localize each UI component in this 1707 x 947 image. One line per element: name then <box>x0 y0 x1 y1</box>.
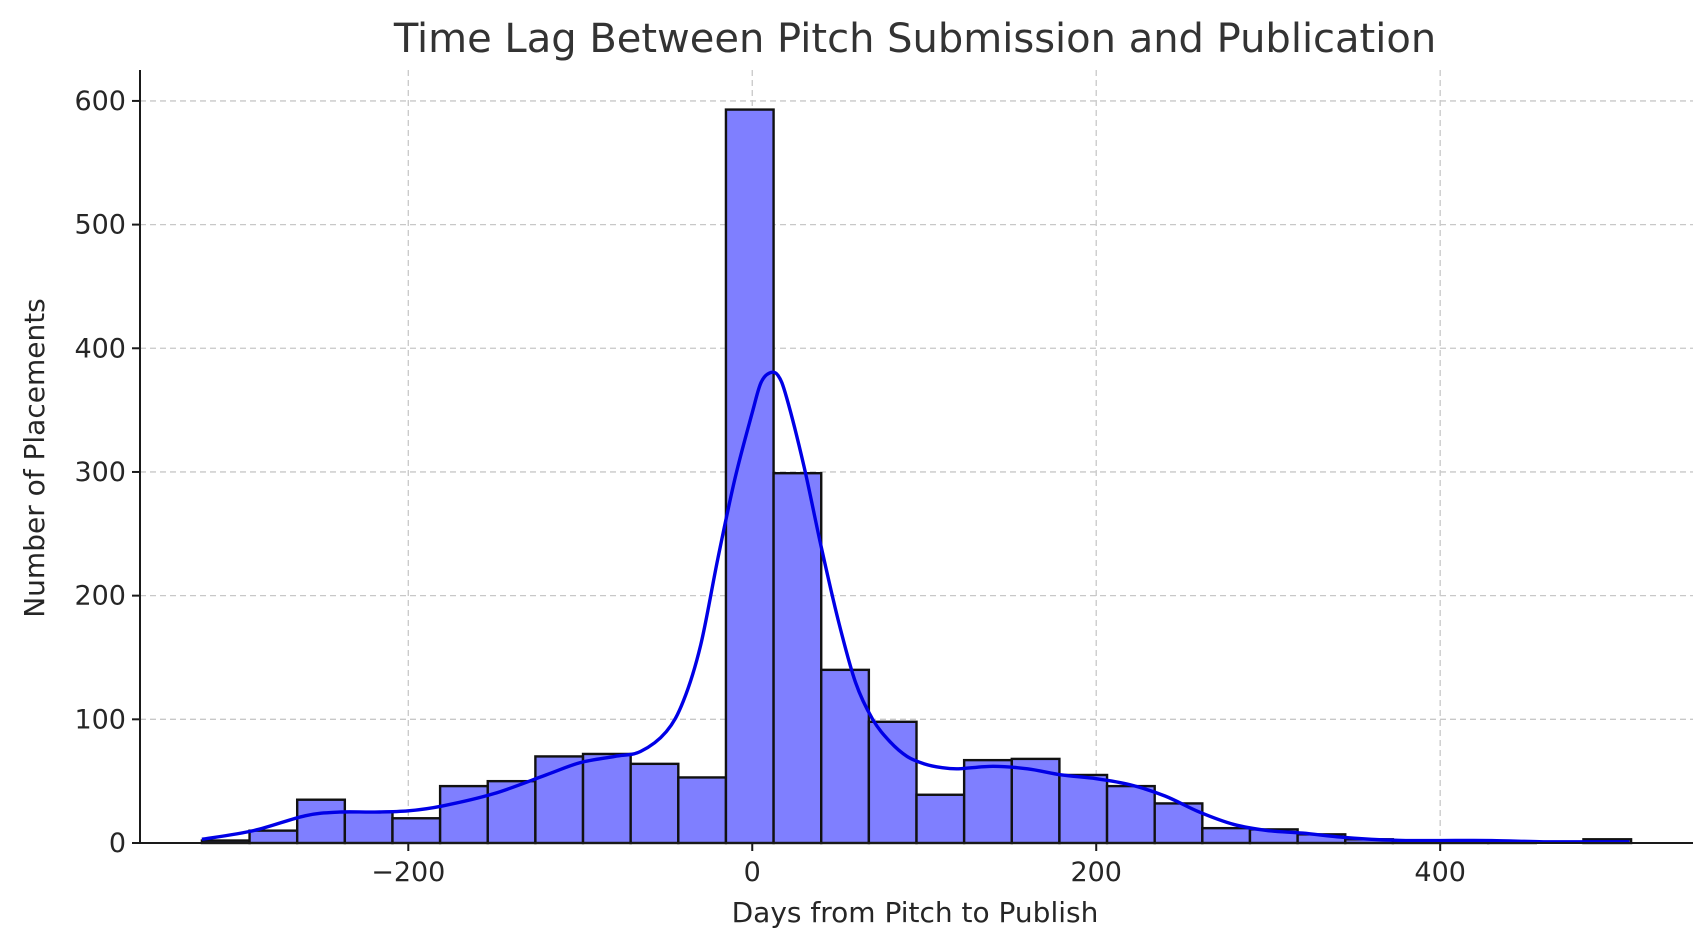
histogram-bar <box>915 793 966 845</box>
histogram-bar <box>248 829 299 845</box>
y-tick-label: 200 <box>74 581 126 612</box>
y-tick-label: 0 <box>109 828 126 859</box>
histogram-bar <box>724 108 775 845</box>
histogram-bar <box>772 471 823 845</box>
histogram-bar <box>343 810 394 845</box>
x-tick-label: 400 <box>1414 857 1466 888</box>
y-axis-label: Number of Placements <box>18 298 51 618</box>
histogram-bar <box>1105 784 1156 845</box>
y-tick-label: 500 <box>74 210 126 241</box>
y-tick-label: 100 <box>74 704 126 735</box>
axes-layer: −200 0 200 400 0 100 200 300 400 500 600 <box>74 70 1693 888</box>
x-tick-label: 200 <box>1070 857 1122 888</box>
kde-curve <box>201 370 1630 844</box>
kde-layer <box>201 370 1630 844</box>
y-tick-label: 400 <box>74 333 126 364</box>
histogram-bar <box>677 776 728 845</box>
histogram-bar <box>438 784 489 845</box>
y-tick-label: 300 <box>74 457 126 488</box>
histogram-bar <box>629 762 680 845</box>
histogram-bar <box>1058 773 1109 845</box>
histogram-bar <box>581 752 632 845</box>
x-axis-label: Days from Pitch to Publish <box>732 896 1099 929</box>
histogram-bar <box>295 798 347 845</box>
histogram-bar <box>1201 826 1252 845</box>
x-tick-label: 0 <box>744 857 761 888</box>
histogram-bar <box>867 720 918 845</box>
histogram-bar <box>962 758 1013 845</box>
x-tick-label: −200 <box>371 857 445 888</box>
chart-title: Time Lag Between Pitch Submission and Pu… <box>393 16 1436 62</box>
histogram-bar <box>391 817 442 845</box>
bars-layer <box>200 108 1633 845</box>
y-tick-label: 600 <box>74 86 126 117</box>
histogram-bar <box>486 779 537 845</box>
